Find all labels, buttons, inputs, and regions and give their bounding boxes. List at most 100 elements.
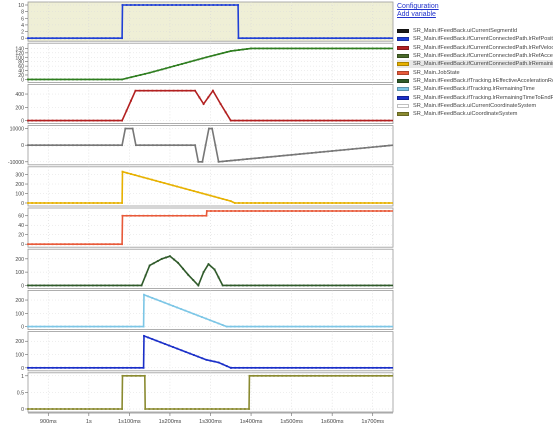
data-point	[130, 374, 133, 377]
data-point	[97, 366, 100, 369]
data-point	[80, 144, 83, 147]
legend-item[interactable]: SR_Main.JobState	[397, 68, 553, 76]
data-point	[121, 4, 124, 6]
data-point	[245, 37, 248, 40]
data-point	[306, 119, 309, 122]
data-point	[224, 4, 227, 6]
data-point	[246, 366, 249, 369]
data-point	[258, 210, 261, 212]
data-point	[367, 374, 370, 377]
data-point	[96, 119, 99, 122]
data-point	[31, 366, 34, 369]
data-point	[88, 202, 91, 204]
data-point	[214, 144, 217, 147]
data-point	[331, 119, 334, 122]
data-point	[237, 119, 240, 122]
data-point	[303, 366, 305, 369]
data-point	[163, 214, 166, 217]
data-point	[379, 366, 382, 369]
data-point	[156, 260, 159, 262]
data-point	[363, 366, 366, 369]
data-point	[201, 357, 204, 360]
legend-item[interactable]: SR_Main.ifFeedBack.uiCoordinateSystem	[397, 110, 553, 118]
legend-item[interactable]: SR_Main.ifFeedBack.uiCurrentSegmentId	[397, 27, 553, 35]
add-variable-link[interactable]: Add variable	[397, 11, 436, 18]
data-point	[159, 214, 162, 217]
panel: 00.51	[17, 372, 394, 413]
data-point	[254, 47, 257, 50]
y-tick-label: 4	[21, 23, 24, 29]
data-point	[117, 202, 119, 204]
data-point	[171, 214, 174, 217]
data-point	[124, 284, 127, 287]
data-point	[122, 325, 124, 328]
data-point	[249, 37, 252, 40]
legend-item[interactable]: SR_Main.ifFeedBack.ifTracking.lrEffectiv…	[397, 77, 553, 85]
data-point	[347, 37, 350, 40]
data-point	[27, 325, 29, 328]
data-point	[121, 78, 123, 81]
data-point	[339, 366, 342, 369]
data-point	[192, 279, 195, 281]
data-point	[100, 119, 103, 122]
data-point	[229, 200, 232, 202]
data-point	[351, 202, 354, 204]
data-point	[39, 408, 42, 410]
legend-item[interactable]: SR_Main.ifFeedBack.ifCurrentConnectedPat…	[397, 60, 553, 69]
data-point	[138, 4, 140, 6]
data-point	[359, 147, 362, 150]
data-point	[185, 144, 188, 147]
data-point	[371, 366, 374, 369]
y-tick-label: 300	[15, 173, 24, 179]
data-point	[274, 155, 277, 158]
data-point	[108, 408, 111, 410]
data-point	[339, 210, 342, 212]
data-point	[167, 214, 170, 217]
data-point	[383, 145, 386, 147]
data-point	[339, 284, 342, 287]
data-point	[351, 37, 354, 40]
data-point	[134, 89, 137, 92]
y-tick-label: 0	[21, 143, 24, 149]
data-point	[266, 202, 269, 204]
data-point	[322, 374, 325, 377]
legend-item[interactable]: SR_Main.ifFeedBack.uiCurrentCoordinateSy…	[397, 102, 553, 110]
legend-item[interactable]: SR_Main.ifFeedBack.ifTracking.lrRemainin…	[397, 85, 553, 93]
data-point	[163, 343, 166, 345]
legend-item[interactable]: SR_Main.ifFeedBack.ifCurrentConnectedPat…	[397, 52, 553, 60]
data-point	[367, 284, 370, 287]
data-point	[270, 155, 273, 158]
data-point	[219, 103, 222, 105]
configuration-link[interactable]: Configuration	[397, 3, 439, 10]
data-point	[302, 202, 305, 204]
data-point	[91, 284, 94, 287]
y-tick-label: 0	[21, 325, 24, 331]
data-point	[27, 119, 29, 122]
data-point	[253, 37, 256, 40]
data-point	[113, 78, 115, 81]
legend-swatch-icon	[397, 112, 409, 117]
data-point	[80, 366, 83, 369]
data-point	[159, 181, 162, 183]
data-point	[194, 408, 196, 410]
data-point	[237, 4, 239, 6]
data-point	[120, 284, 123, 287]
data-point	[343, 366, 346, 369]
data-point	[205, 214, 208, 217]
data-point	[286, 37, 289, 40]
data-point	[59, 284, 62, 287]
data-point	[213, 268, 216, 271]
data-point	[213, 195, 216, 198]
data-point	[290, 366, 293, 369]
data-point	[242, 325, 244, 328]
legend-item[interactable]: SR_Main.ifFeedBack.ifCurrentConnectedPat…	[397, 35, 553, 43]
data-point	[388, 374, 390, 377]
legend-item[interactable]: SR_Main.ifFeedBack.ifCurrentConnectedPat…	[397, 44, 553, 52]
data-point	[342, 374, 345, 377]
data-point	[204, 144, 207, 147]
panel: 0 200 400	[15, 84, 394, 125]
data-point	[239, 408, 242, 410]
data-point	[68, 366, 71, 369]
legend-item[interactable]: SR_Main.ifFeedBack.ifTracking.lrRemainin…	[397, 93, 553, 101]
